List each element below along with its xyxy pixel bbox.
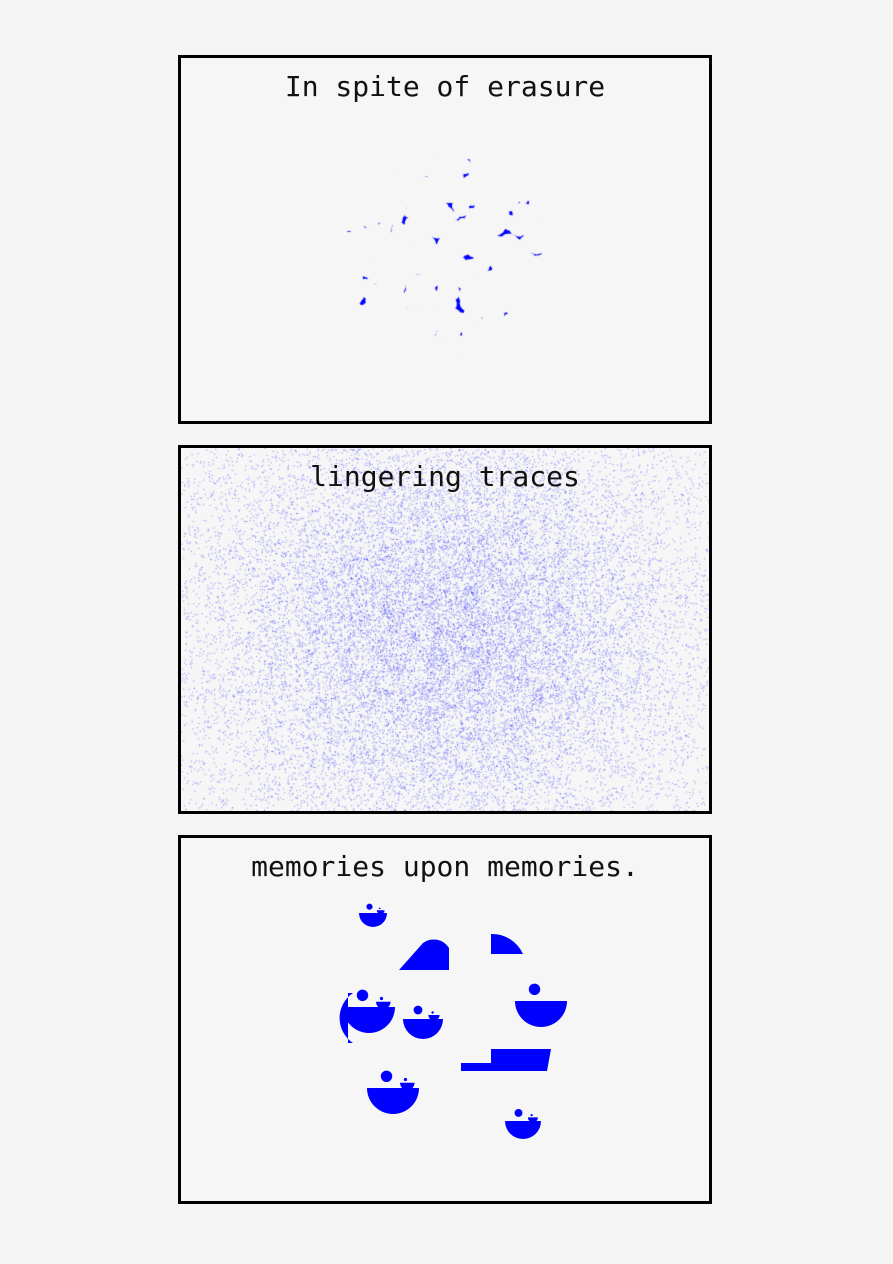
quarter-fragment-shape (491, 933, 523, 954)
dot-shape (380, 1070, 393, 1083)
panel-traces: lingering traces (178, 445, 712, 814)
dot-shape (356, 989, 369, 1002)
half-disk-shape (343, 1007, 395, 1033)
half-disk-shape (400, 1082, 415, 1091)
erased-circle-art (181, 58, 709, 421)
dot-shape (530, 1114, 533, 1117)
dot-shape (413, 1005, 423, 1015)
half-disk-shape (527, 1117, 538, 1123)
dot-shape (378, 907, 381, 910)
half-disk-shape (403, 1019, 443, 1039)
quarter-fragment-shape (399, 939, 449, 970)
dot-shape (514, 1108, 523, 1117)
dot-shape (403, 1077, 408, 1082)
dot-shape (431, 1011, 434, 1014)
panel-caption: memories upon memories. (251, 850, 639, 883)
panel-memories: memories upon memories. (178, 835, 712, 1204)
half-disk-shape (376, 910, 385, 915)
dot-shape (528, 983, 541, 996)
dot-shape (366, 903, 373, 910)
half-disk-shape (428, 1015, 440, 1021)
panel-caption: lingering traces (310, 460, 580, 493)
sliver-fragment-shape (339, 993, 353, 1043)
recursive-shapes-art (339, 903, 567, 1139)
half-disk-shape (359, 913, 387, 927)
scattered-dots-art (181, 448, 709, 811)
dot-shape (379, 996, 384, 1001)
bar-fragment-shape (461, 1049, 551, 1071)
panel-caption: In spite of erasure (284, 70, 606, 103)
half-disk-shape (505, 1121, 541, 1139)
panel-erasure: In spite of erasure (178, 55, 712, 424)
half-disk-shape (515, 1001, 567, 1027)
half-disk-shape (376, 1001, 391, 1010)
half-disk-shape (367, 1088, 419, 1114)
